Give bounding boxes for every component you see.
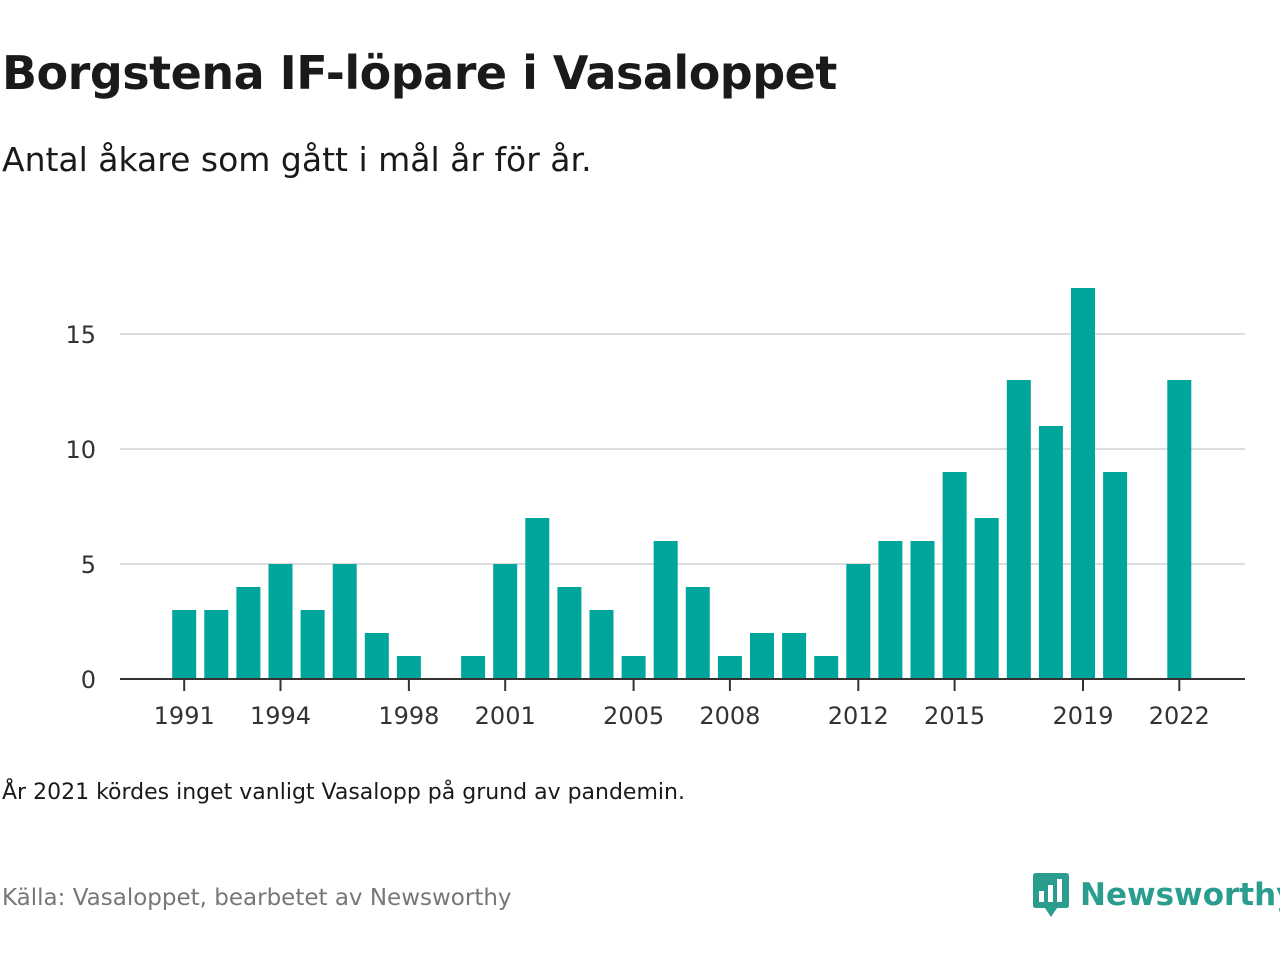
bar-2017 xyxy=(1006,380,1031,679)
bar-1991 xyxy=(172,610,197,679)
bar-2011 xyxy=(814,656,839,679)
chart-subtitle: Antal åkare som gått i mål år för år. xyxy=(2,140,592,179)
bar-2001 xyxy=(493,564,518,679)
bar-2014 xyxy=(910,541,935,679)
bar-1992 xyxy=(204,610,229,679)
x-tick-label-2015: 2015 xyxy=(924,702,985,730)
bar-2006 xyxy=(653,541,678,679)
bar-1993 xyxy=(236,587,261,679)
x-tick-label-1994: 1994 xyxy=(250,702,311,730)
newsworthy-logo-text: Newsworthy xyxy=(1080,877,1280,913)
bar-2010 xyxy=(782,633,807,679)
bar-2022 xyxy=(1167,380,1192,679)
y-tick-label-15: 15 xyxy=(65,321,96,349)
x-tick-label-2005: 2005 xyxy=(603,702,664,730)
x-tick-label-1991: 1991 xyxy=(154,702,215,730)
x-tick-label-2022: 2022 xyxy=(1149,702,1210,730)
bar-1994 xyxy=(268,564,293,679)
bar-2004 xyxy=(589,610,614,679)
x-tick-label-1998: 1998 xyxy=(378,702,439,730)
bar-2019 xyxy=(1071,288,1095,679)
chart-note: År 2021 kördes inget vanligt Vasalopp på… xyxy=(2,780,685,805)
bar-1997 xyxy=(364,633,389,679)
y-tick-label-5: 5 xyxy=(81,551,96,579)
x-tick-label-2001: 2001 xyxy=(475,702,536,730)
bar-2002 xyxy=(525,518,550,679)
y-tick-label-0: 0 xyxy=(81,666,96,694)
bar-2003 xyxy=(557,587,582,679)
bar-2016 xyxy=(974,518,999,679)
x-tick-label-2019: 2019 xyxy=(1052,702,1113,730)
bar-2000 xyxy=(461,656,486,679)
x-tick-label-2008: 2008 xyxy=(699,702,760,730)
bar-2012 xyxy=(846,564,871,679)
bar-2008 xyxy=(717,656,742,679)
newsworthy-logo-icon xyxy=(1033,873,1069,917)
source-credit: Källa: Vasaloppet, bearbetet av Newswort… xyxy=(2,885,512,911)
bars xyxy=(172,288,1192,679)
newsworthy-logo[interactable]: Newsworthy xyxy=(1032,870,1280,920)
bar-2009 xyxy=(750,633,774,679)
bar-2007 xyxy=(685,587,710,679)
bar-2020 xyxy=(1103,472,1128,679)
bar-1998 xyxy=(396,656,421,679)
bar-2018 xyxy=(1038,426,1063,679)
y-tick-label-10: 10 xyxy=(65,436,96,464)
chart-title: Borgstena IF-löpare i Vasaloppet xyxy=(2,46,837,100)
bar-1996 xyxy=(332,564,357,679)
axes: 0 5 10 15 1991 1994 1998 2001 2005 2008 2012 2015 20… xyxy=(65,321,1245,730)
bar-2005 xyxy=(621,656,646,679)
bar-1995 xyxy=(300,610,325,679)
bar-2013 xyxy=(878,541,903,679)
bar-chart: 0 5 10 15 1991 1994 1998 2001 2005 2008 2012 2015 20… xyxy=(65,288,1245,730)
bar-2015 xyxy=(942,472,967,679)
x-tick-label-2012: 2012 xyxy=(828,702,889,730)
